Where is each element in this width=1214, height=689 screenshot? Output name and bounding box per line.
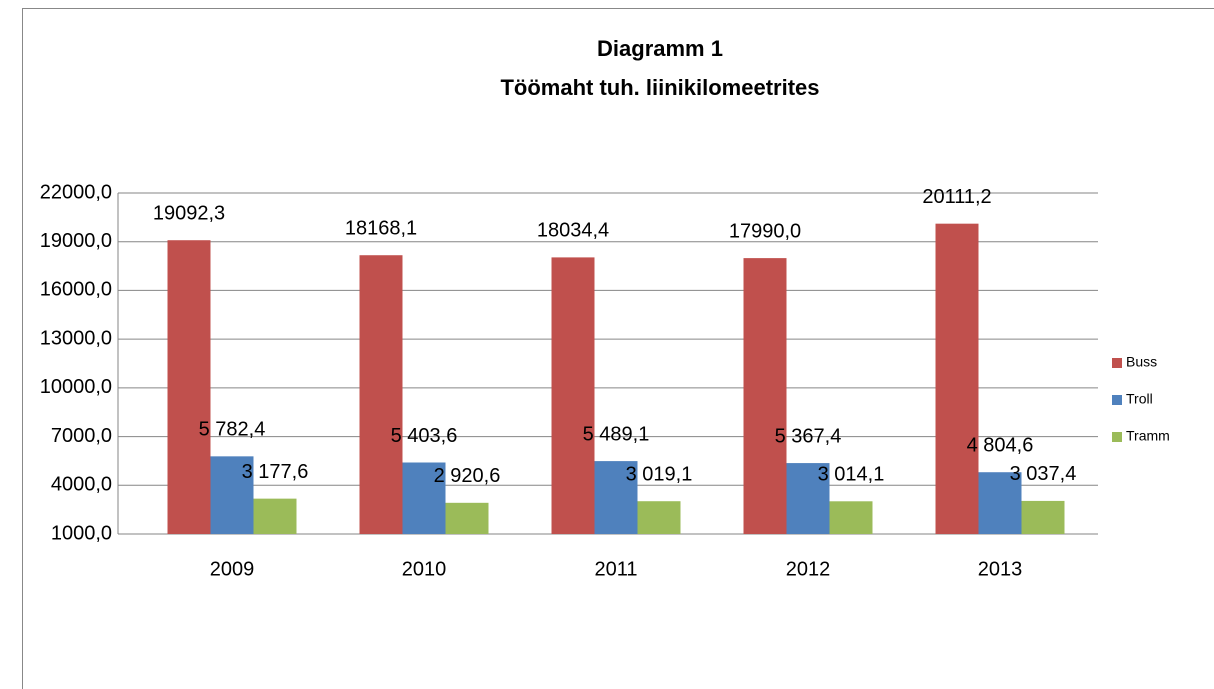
legend-swatch: [1112, 358, 1122, 368]
data-label: 5 367,4: [775, 425, 842, 447]
data-label: 4 804,6: [967, 435, 1034, 457]
data-label: 2 920,6: [434, 465, 501, 487]
data-label: 19092,3: [153, 202, 225, 224]
data-label: 5 403,6: [391, 425, 458, 447]
x-tick-label: 2012: [786, 558, 831, 580]
bar: [551, 257, 595, 534]
x-tick-label: 2011: [594, 558, 637, 580]
bar: [210, 456, 254, 534]
data-label: 18034,4: [537, 220, 609, 242]
data-label: 3 177,6: [242, 461, 309, 483]
data-label: 20111,2: [922, 186, 991, 208]
chart-subtitle: Töömaht tuh. liinikilomeetrites: [500, 75, 819, 100]
bar: [743, 258, 787, 534]
bar: [167, 240, 211, 534]
data-label: 17990,0: [729, 220, 801, 242]
legend-swatch: [1112, 432, 1122, 442]
bar: [978, 472, 1022, 534]
bar: [786, 463, 830, 534]
x-tick-label: 2010: [402, 558, 447, 580]
bar: [1021, 500, 1065, 534]
legend-text: Troll: [1126, 391, 1153, 407]
bar: [935, 223, 979, 534]
bar: [402, 462, 446, 534]
data-label: 18168,1: [345, 218, 417, 240]
bar: [359, 255, 403, 534]
x-tick-label: 2013: [978, 558, 1023, 580]
y-tick-label: 22000,0: [40, 181, 112, 203]
legend-text: Tramm: [1126, 428, 1170, 444]
bar: [253, 498, 297, 534]
y-tick-label: 1000,0: [51, 522, 112, 544]
bar: [445, 502, 489, 534]
y-tick-label: 10000,0: [40, 376, 112, 398]
data-label: 5 489,1: [583, 423, 650, 445]
y-tick-label: 7000,0: [51, 425, 112, 447]
data-label: 5 782,4: [199, 419, 266, 441]
chart-title: Diagramm 1: [597, 36, 723, 61]
legend-swatch: [1112, 395, 1122, 405]
y-tick-label: 4000,0: [51, 474, 112, 496]
bar: [637, 501, 681, 534]
y-tick-label: 19000,0: [40, 230, 112, 252]
data-label: 3 014,1: [818, 464, 885, 486]
y-tick-label: 13000,0: [40, 327, 112, 349]
legend-text: Buss: [1126, 354, 1157, 370]
bar: [594, 461, 638, 534]
bar: [829, 501, 873, 534]
chart-frame: [22, 8, 1214, 689]
y-tick-label: 16000,0: [40, 279, 112, 301]
data-label: 3 019,1: [626, 463, 693, 485]
x-tick-label: 2009: [210, 558, 255, 580]
data-label: 3 037,4: [1010, 463, 1077, 485]
